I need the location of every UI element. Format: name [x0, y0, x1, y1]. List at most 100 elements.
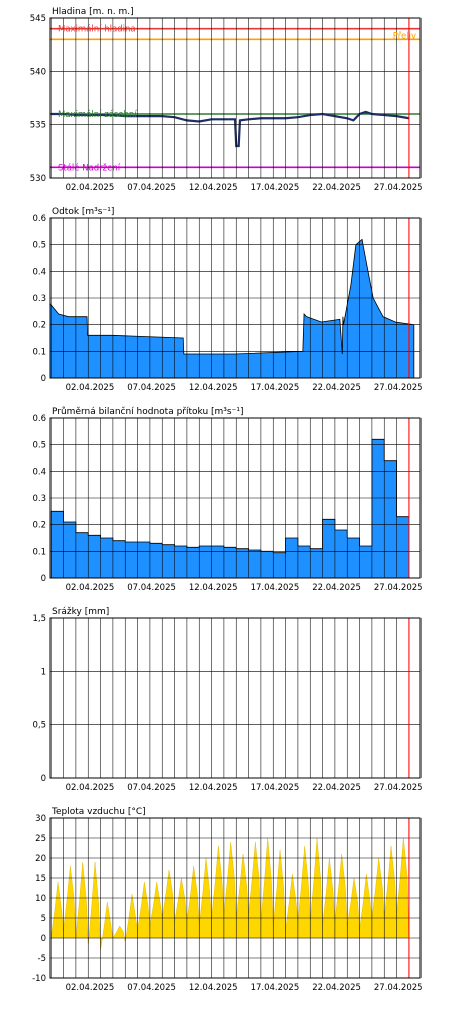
- inflow-bar: [260, 551, 274, 578]
- inflow-bar: [334, 530, 348, 578]
- inflow-bar: [371, 439, 385, 578]
- x-tick-label: 02.04.2025: [66, 783, 115, 793]
- x-tick-label: 22.04.2025: [312, 583, 361, 593]
- level-chart-title: Hladina [m. n. m.]: [52, 7, 134, 17]
- y-tick-label: 0: [41, 374, 46, 384]
- outflow-area: [49, 238, 415, 379]
- inflow-bar: [63, 522, 76, 578]
- x-tick-label: 22.04.2025: [312, 983, 361, 993]
- inflow-bar: [174, 546, 187, 578]
- y-tick-label: 535: [30, 121, 46, 131]
- level-series-line: [51, 110, 410, 148]
- inflow-bar: [310, 548, 323, 578]
- x-tick-label: 12.04.2025: [189, 383, 238, 393]
- panel-inflow: Průměrná bilanční hodnota přítoku [m³s⁻¹…: [32, 406, 422, 593]
- y-tick-label: -10: [32, 974, 46, 984]
- y-tick-label: 0.6: [32, 214, 46, 224]
- reference-label: Maximální zásobní: [58, 110, 137, 120]
- x-tick-label: 17.04.2025: [251, 783, 300, 793]
- plot-frame: [49, 617, 421, 779]
- plot-area: [50, 18, 420, 178]
- inflow-bar: [125, 542, 138, 578]
- x-tick-label: 12.04.2025: [189, 583, 238, 593]
- y-tick-label: -5: [38, 954, 46, 964]
- x-tick-label: 07.04.2025: [127, 783, 176, 793]
- x-tick-label: 17.04.2025: [251, 583, 300, 593]
- y-tick-label: 0.1: [32, 347, 46, 357]
- x-tick-label: 02.04.2025: [66, 583, 115, 593]
- inflow-bar: [137, 542, 150, 578]
- x-tick-label: 07.04.2025: [127, 183, 176, 193]
- y-tick-label: 0.5: [32, 241, 46, 251]
- inflow-bar: [396, 516, 409, 578]
- y-tick-label: 0.3: [32, 494, 46, 504]
- panel-outflow: Odtok [m³s⁻¹] 0 0.1 0.2 0.3 0.4 0.5 0.6 02.04.2…: [32, 207, 422, 393]
- x-tick-label: 07.04.2025: [127, 383, 176, 393]
- y-tick-label: 20: [35, 854, 46, 864]
- temperature-area: [51, 837, 410, 951]
- y-tick-label: 0,5: [32, 721, 46, 731]
- y-tick-label: 1,5: [32, 614, 46, 624]
- plot-area: [50, 618, 420, 778]
- inflow-chart-title: Průměrná bilanční hodnota přítoku [m³s⁻¹…: [52, 406, 243, 417]
- x-tick-label: 27.04.2025: [374, 783, 423, 793]
- inflow-bar: [359, 546, 372, 578]
- y-tick-label: 0.3: [32, 294, 46, 304]
- outflow-chart-title: Odtok [m³s⁻¹]: [52, 207, 114, 217]
- y-tick-label: 0.2: [32, 321, 46, 331]
- inflow-bar: [297, 546, 311, 578]
- x-tick-label: 17.04.2025: [251, 983, 300, 993]
- inflow-bar: [384, 460, 397, 578]
- x-tick-label: 02.04.2025: [66, 983, 115, 993]
- x-tick-label: 27.04.2025: [374, 383, 423, 393]
- y-tick-label: 0: [41, 774, 46, 784]
- y-tick-label: 15: [35, 874, 46, 884]
- inflow-bar: [236, 548, 249, 578]
- plot-frame: [49, 217, 421, 379]
- inflow-bar: [211, 546, 224, 578]
- panel-rain: Srážky [mm] 0 0,5 1 1,5 02.04.2025 07.04.2025…: [32, 607, 422, 793]
- y-tick-label: 0: [41, 574, 46, 584]
- y-tick-label: 545: [30, 14, 46, 24]
- temperature-chart-title: Teplota vzduchu [°C]: [51, 807, 146, 817]
- inflow-bar: [75, 532, 89, 578]
- x-tick-label: 27.04.2025: [374, 583, 423, 593]
- inflow-bar: [199, 546, 212, 578]
- inflow-bar: [322, 519, 335, 578]
- x-tick-label: 27.04.2025: [374, 983, 423, 993]
- reference-label: Stálé Nadržení: [58, 162, 121, 173]
- inflow-bar: [223, 547, 237, 578]
- plot-frame: [49, 817, 421, 979]
- y-tick-label: 0.4: [32, 267, 46, 277]
- x-tick-label: 17.04.2025: [251, 383, 300, 393]
- plot-frame: [49, 417, 421, 579]
- inflow-bar: [112, 540, 126, 578]
- x-tick-label: 22.04.2025: [312, 783, 361, 793]
- y-tick-label: 25: [35, 834, 46, 844]
- y-tick-label: 5: [41, 914, 46, 924]
- inflow-bar: [100, 538, 113, 578]
- x-tick-label: 22.04.2025: [312, 183, 361, 193]
- x-tick-label: 07.04.2025: [127, 983, 176, 993]
- inflow-bar: [186, 547, 200, 578]
- x-tick-label: 12.04.2025: [189, 783, 238, 793]
- inflow-bar: [162, 544, 175, 578]
- y-tick-label: 10: [35, 894, 46, 904]
- y-tick-label: 0: [41, 934, 46, 944]
- y-tick-label: 0.5: [32, 441, 46, 451]
- reference-label: Přeliv: [393, 31, 416, 41]
- y-tick-label: 1: [41, 667, 46, 677]
- inflow-bar: [149, 543, 163, 578]
- panel-temperature: Teplota vzduchu [°C] -10 -5 0 5 10 15 20 25 30 02…: [32, 807, 422, 993]
- x-tick-label: 02.04.2025: [66, 183, 115, 193]
- y-tick-label: 0.1: [32, 547, 46, 557]
- inflow-bar: [248, 550, 261, 578]
- y-tick-label: 0.2: [32, 521, 46, 531]
- inflow-bar: [285, 538, 298, 578]
- y-tick-label: 0.4: [32, 467, 46, 477]
- rain-chart-title: Srážky [mm]: [52, 607, 109, 617]
- y-tick-label: 0.6: [32, 414, 46, 424]
- x-tick-label: 12.04.2025: [189, 183, 238, 193]
- inflow-bar: [88, 535, 101, 578]
